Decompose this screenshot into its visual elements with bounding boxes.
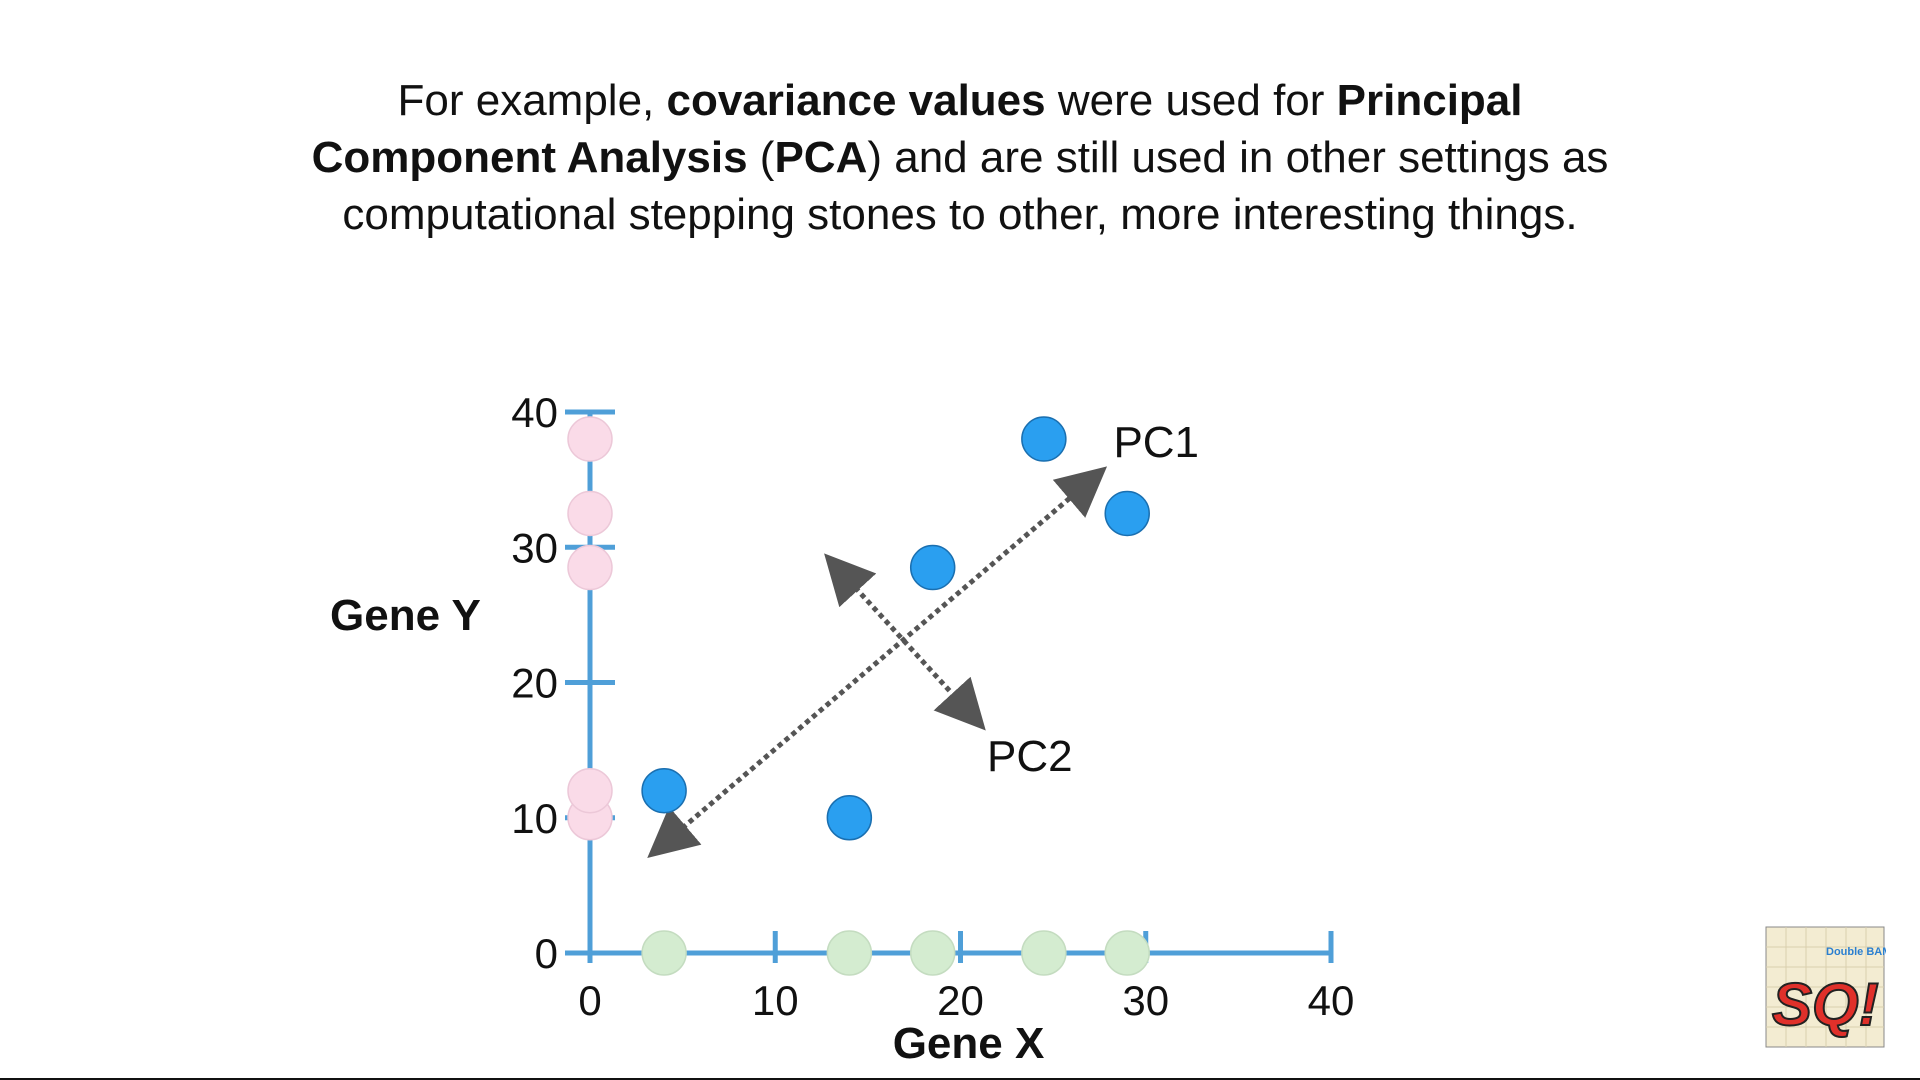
statquest-logo: Double BAM!! SQ!: [1765, 926, 1886, 1048]
x-tick-label: 40: [1308, 977, 1355, 1024]
caption-bold-pca-full: Principal Component Analysis: [311, 76, 1523, 182]
x-tick-label: 10: [752, 977, 799, 1024]
x-projection-point: [641, 930, 687, 976]
y-projection-point: [567, 544, 613, 591]
pc1-label: PC1: [1113, 418, 1199, 467]
pc-arrow-pc1: [647, 466, 1108, 859]
x-projection-point: [909, 930, 956, 976]
data-point: [909, 544, 956, 591]
y-projection-point: [567, 490, 613, 537]
x-projection-point: [1021, 930, 1067, 976]
caption-part: ) and are still used in other settings a…: [342, 133, 1609, 239]
y-axis-title: Gene Y: [330, 591, 481, 640]
x-projection-point: [1104, 930, 1150, 976]
y-tick-label: 10: [511, 795, 558, 842]
y-tick-label: 30: [511, 524, 558, 571]
caption-part: were used for: [1045, 76, 1337, 125]
x-tick-label: 0: [578, 977, 601, 1024]
pc2-label: PC2: [987, 732, 1073, 781]
data-point: [1021, 416, 1067, 462]
y-tick-label: 40: [511, 389, 558, 436]
pc-arrow-pc2: [824, 553, 986, 731]
caption-text: For example, covariance values were used…: [300, 72, 1620, 243]
data-point: [641, 767, 687, 814]
y-projection-point: [567, 767, 613, 814]
y-tick-label: 0: [535, 930, 558, 977]
caption-bold-pca: PCA: [774, 133, 868, 182]
bottom-border: [0, 1078, 1920, 1080]
data-point: [826, 795, 873, 841]
y-projection-point: [567, 416, 613, 462]
logo-text-small: Double BAM!!: [1826, 946, 1886, 958]
caption-part: (: [747, 133, 775, 182]
data-point: [1104, 490, 1150, 537]
x-tick-label: 30: [1122, 977, 1169, 1024]
caption-part: For example,: [397, 76, 667, 125]
caption-bold-covariance: covariance values: [666, 76, 1046, 125]
y-tick-label: 20: [511, 660, 558, 707]
x-projection-point: [826, 930, 873, 976]
logo-text-main: SQ!: [1772, 971, 1879, 1038]
x-axis-title: Gene X: [893, 1019, 1045, 1068]
x-tick-label: 20: [937, 977, 984, 1024]
